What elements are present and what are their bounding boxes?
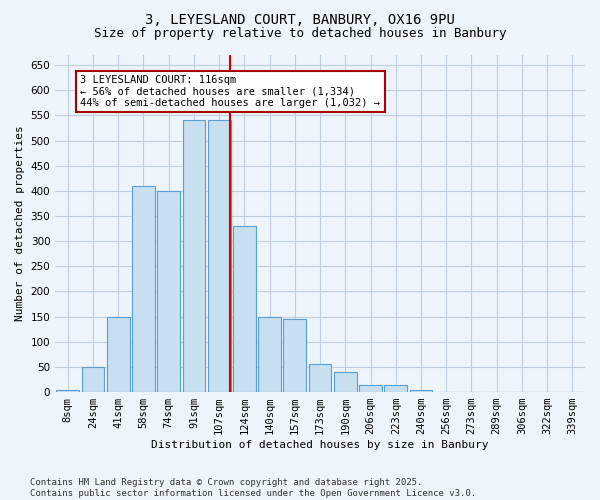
Bar	[157, 191, 180, 392]
Text: 3 LEYESLAND COURT: 116sqm
← 56% of detached houses are smaller (1,334)
44% of se: 3 LEYESLAND COURT: 116sqm ← 56% of detac…	[80, 75, 380, 108]
Bar	[233, 226, 256, 392]
Bar	[334, 372, 356, 392]
Bar	[359, 384, 382, 392]
Bar	[208, 120, 230, 392]
Bar	[385, 384, 407, 392]
Text: Size of property relative to detached houses in Banbury: Size of property relative to detached ho…	[94, 28, 506, 40]
X-axis label: Distribution of detached houses by size in Banbury: Distribution of detached houses by size …	[151, 440, 489, 450]
Bar	[132, 186, 155, 392]
Bar	[182, 120, 205, 392]
Text: Contains HM Land Registry data © Crown copyright and database right 2025.
Contai: Contains HM Land Registry data © Crown c…	[30, 478, 476, 498]
Bar	[107, 316, 130, 392]
Y-axis label: Number of detached properties: Number of detached properties	[15, 126, 25, 322]
Bar	[258, 316, 281, 392]
Bar	[309, 364, 331, 392]
Bar	[82, 367, 104, 392]
Text: 3, LEYESLAND COURT, BANBURY, OX16 9PU: 3, LEYESLAND COURT, BANBURY, OX16 9PU	[145, 12, 455, 26]
Bar	[56, 390, 79, 392]
Bar	[410, 390, 433, 392]
Bar	[283, 319, 306, 392]
